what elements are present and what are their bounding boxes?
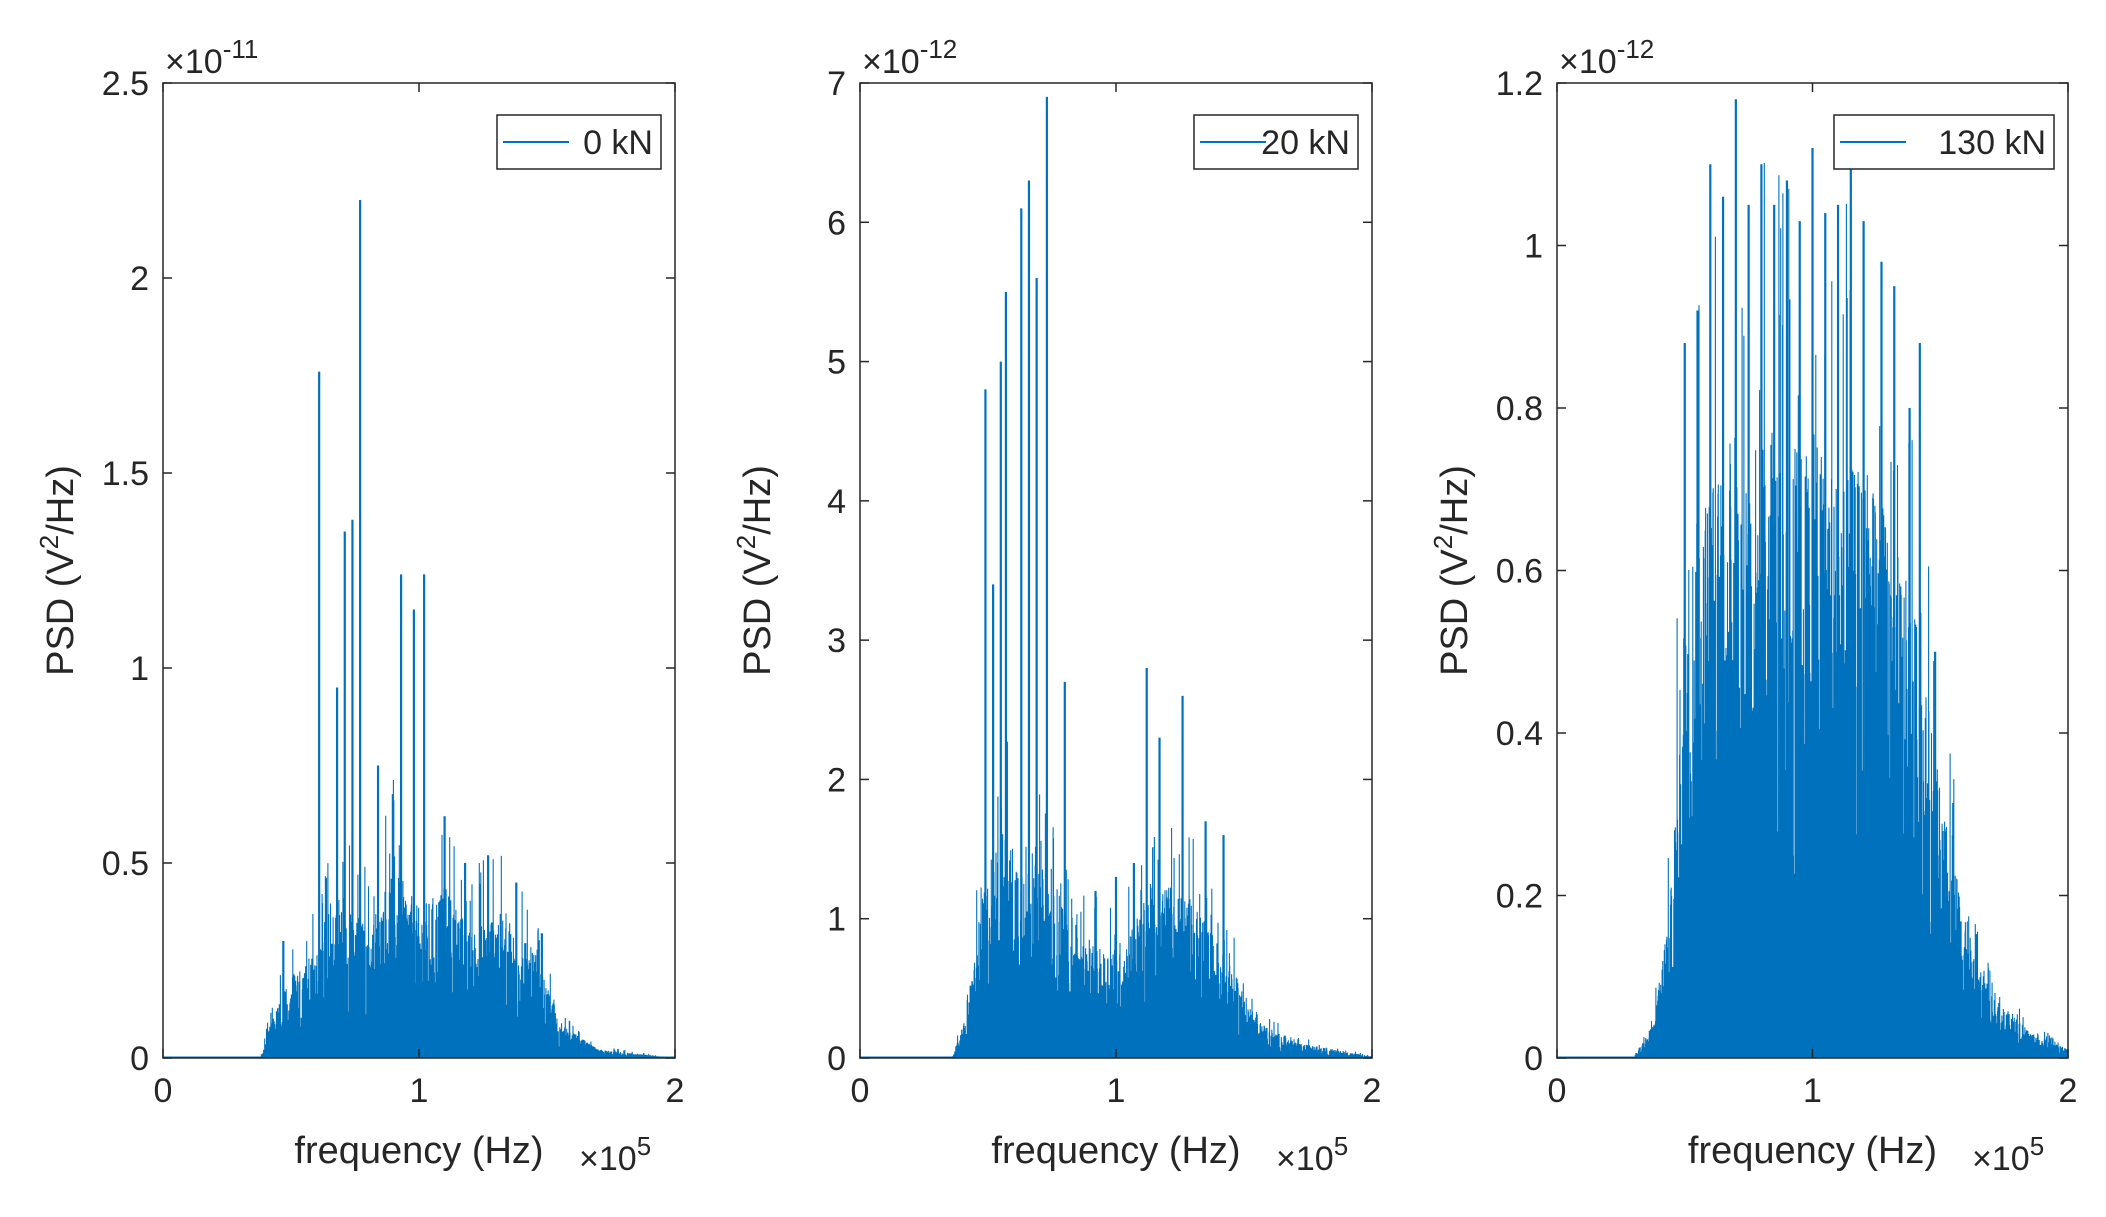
y-tick-label: 0 [1524, 1040, 1543, 1078]
y-tick-label: 0.6 [1496, 553, 1543, 591]
y-axis-label: PSD (V2/Hz) [731, 465, 779, 676]
y-tick-label: 5 [827, 344, 846, 382]
x-axis-label: frequency (Hz) [991, 1130, 1240, 1172]
psd-panel-1: 0 0.5 1 1.5 2 2.5 0 1 2 frequency (Hz) ×105 ×10-11 P… [34, 34, 684, 1178]
y-tick-label: 0.8 [1496, 390, 1543, 428]
x-axis-label: frequency (Hz) [1688, 1130, 1937, 1172]
y-tick-label: 1 [1524, 228, 1543, 266]
psd-panel-3: 0 0.2 0.4 0.6 0.8 1 1.2 0 1 2 frequency (Hz) ×105 ×1… [1428, 34, 2077, 1178]
y-tick-label: 1 [827, 901, 846, 939]
x-tick-label: 0 [1548, 1072, 1567, 1110]
x-tick-label: 1 [410, 1072, 429, 1110]
y-tick-label: 2 [130, 260, 149, 298]
x-exponent-label: ×105 [1972, 1131, 2044, 1178]
x-tick-label: 0 [851, 1072, 870, 1110]
y-axis-label: PSD (V2/Hz) [34, 465, 82, 676]
y-tick-label: 2 [827, 761, 846, 799]
y-tick-label: 0.2 [1496, 878, 1543, 916]
y-tick-label: 0 [827, 1040, 846, 1078]
legend-label: 0 kN [583, 124, 653, 162]
y-tick-label: 0.4 [1496, 715, 1543, 753]
y-exponent-label: ×10-11 [165, 34, 258, 81]
y-tick-label: 7 [827, 65, 846, 103]
y-tick-label: 1.5 [102, 455, 149, 493]
legend-label: 130 kN [1938, 124, 2046, 162]
y-tick-label: 0.5 [102, 845, 149, 883]
x-tick-label: 1 [1107, 1072, 1126, 1110]
x-axis-label: frequency (Hz) [294, 1130, 543, 1172]
x-tick-label: 0 [154, 1072, 173, 1110]
x-tick-label: 2 [1363, 1072, 1382, 1110]
y-tick-label: 0 [130, 1040, 149, 1078]
x-exponent-label: ×105 [1276, 1131, 1348, 1178]
legend-label: 20 kN [1261, 124, 1350, 162]
x-tick-label: 2 [2059, 1072, 2078, 1110]
y-exponent-label: ×10-12 [862, 34, 957, 81]
x-tick-label: 1 [1803, 1072, 1822, 1110]
y-tick-label: 1 [130, 650, 149, 688]
y-tick-label: 6 [827, 204, 846, 242]
legend: 130 kN [1833, 114, 2055, 170]
psd-series-line [162, 780, 676, 1058]
legend: 20 kN [1193, 114, 1359, 170]
y-tick-label: 1.2 [1496, 65, 1543, 103]
legend: 0 kN [496, 114, 662, 170]
y-exponent-label: ×10-12 [1559, 34, 1654, 81]
y-tick-label: 4 [827, 483, 846, 521]
x-exponent-label: ×105 [579, 1131, 651, 1178]
psd-panel-2: 0 1 2 3 4 5 6 7 0 1 2 frequency (Hz) ×105 ×10-12 PSD (… [731, 34, 1381, 1178]
y-tick-label: 2.5 [102, 65, 149, 103]
y-tick-label: 3 [827, 622, 846, 660]
x-tick-label: 2 [666, 1072, 685, 1110]
y-axis-label: PSD (V2/Hz) [1428, 465, 1476, 676]
